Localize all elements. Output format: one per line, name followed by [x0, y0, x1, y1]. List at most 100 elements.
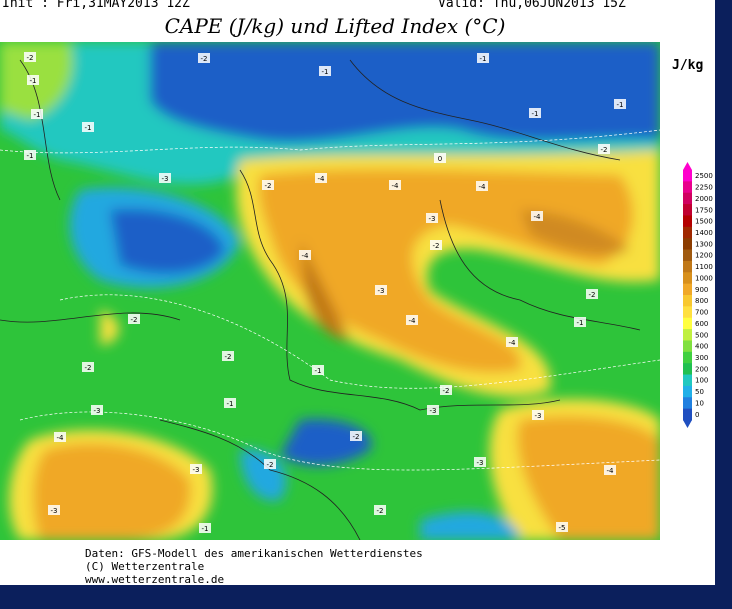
contour-label: -4 — [409, 317, 417, 325]
label-box — [159, 173, 171, 183]
label-box — [190, 464, 202, 474]
colorbar-segment — [683, 272, 692, 285]
contour-label: -1 — [85, 124, 92, 132]
contour-label: -1 — [532, 110, 539, 118]
colorbar-segment — [683, 192, 692, 205]
label-box — [54, 432, 66, 442]
map-title: CAPE (J/kg) und Lifted Index (°C) — [164, 14, 506, 38]
label-box — [532, 410, 544, 420]
legend-unit: J/kg — [672, 58, 704, 73]
colorbar-label: 600 — [695, 320, 708, 328]
label-box — [506, 337, 518, 347]
contour-label: -2 — [443, 387, 450, 395]
colorbar-segment — [683, 385, 692, 398]
contour-label: -1 — [322, 68, 329, 76]
colorbar-label: 50 — [695, 388, 704, 396]
colorbar: 2500225020001750150014001300120011001000… — [683, 162, 713, 428]
colorbar-label: 1500 — [695, 218, 713, 226]
label-box — [476, 181, 488, 191]
contour-label: -2 — [27, 54, 34, 62]
contour-label: -3 — [94, 407, 101, 415]
colorbar-segment — [683, 249, 692, 262]
label-box — [24, 150, 36, 160]
colorbar-label: 0 — [695, 411, 699, 419]
contour-label: -1 — [30, 77, 37, 85]
colorbar-label: 10 — [695, 399, 704, 407]
colorbar-label: 700 — [695, 309, 708, 317]
label-box — [224, 398, 236, 408]
label-box — [222, 351, 234, 361]
contour-label: -2 — [377, 507, 384, 515]
label-box — [427, 405, 439, 415]
colorbar-label: 1750 — [695, 206, 713, 214]
label-box — [406, 315, 418, 325]
label-box — [82, 362, 94, 372]
label-box — [614, 99, 626, 109]
footer-line: Daten: GFS-Modell des amerikanischen Wet… — [85, 547, 423, 560]
label-box — [474, 457, 486, 467]
contour-label: -1 — [34, 111, 41, 119]
contour-label: -1 — [227, 400, 234, 408]
contour-label: -3 — [51, 507, 58, 515]
contour-label: -4 — [509, 339, 517, 347]
contour-label: -1 — [577, 319, 584, 327]
colorbar-label: 1100 — [695, 263, 713, 271]
contour-label: -4 — [392, 182, 400, 190]
colorbar-label: 2250 — [695, 184, 713, 192]
colorbar-segment — [683, 170, 692, 182]
label-box — [128, 314, 140, 324]
colorbar-segment — [683, 340, 692, 353]
colorbar-segment — [683, 238, 692, 251]
colorbar-segment — [683, 226, 692, 239]
colorbar-segment — [683, 260, 692, 273]
label-box — [531, 211, 543, 221]
label-box — [604, 465, 616, 475]
colorbar-label: 500 — [695, 331, 708, 339]
contour-label: -4 — [318, 175, 326, 183]
colorbar-label: 200 — [695, 365, 708, 373]
contour-label: -1 — [480, 55, 487, 63]
map: -2 -1 -1 -1 -2 -1 -1 -1 -1 -3 -1 0 -2 -4 -4 -4 -2 -4 -3 -4 -… — [0, 42, 713, 540]
footer-line: www.wetterzentrale.de — [85, 573, 225, 585]
label-box — [199, 523, 211, 533]
colorbar-tip — [683, 162, 692, 170]
label-box — [262, 180, 274, 190]
page: Init : Fri,31MAY2013 12Z Valid: Thu,06JU… — [0, 0, 715, 585]
label-box — [389, 180, 401, 190]
contour-label: -3 — [378, 287, 385, 295]
colorbar-segment — [683, 329, 692, 341]
colorbar-segment — [683, 181, 692, 194]
contour-label: -2 — [267, 461, 274, 469]
colorbar-tip — [683, 420, 692, 428]
label-box — [430, 240, 442, 250]
borders — [0, 59, 641, 540]
contour-label: -2 — [589, 291, 596, 299]
footer-line: (C) Wetterzentrale — [85, 560, 205, 573]
label-box — [91, 405, 103, 415]
colorbar-label: 1200 — [695, 252, 713, 260]
label-box — [264, 459, 276, 469]
colorbar-label: 2500 — [695, 172, 713, 180]
contour-label: -2 — [353, 433, 360, 441]
colorbar-label: 400 — [695, 343, 708, 351]
label-box — [426, 213, 438, 223]
colorbar-segment — [683, 295, 692, 307]
label-box — [48, 505, 60, 515]
label-box — [586, 289, 598, 299]
label-box — [556, 522, 568, 532]
contour-label: -4 — [534, 213, 542, 221]
label-box — [299, 250, 311, 260]
colorbar-label: 1000 — [695, 274, 713, 282]
colorbar-segment — [683, 317, 692, 330]
label-box — [350, 431, 362, 441]
contour-label: -4 — [302, 252, 310, 260]
contour-label: -3 — [430, 407, 437, 415]
label-box — [374, 505, 386, 515]
valid-time: Valid: Thu,06JUN2013 15Z — [438, 0, 626, 11]
contour-label: -4 — [607, 467, 615, 475]
contour-label: -2 — [85, 364, 92, 372]
label-box — [477, 53, 489, 63]
contour-label: -2 — [433, 242, 440, 250]
contour-label: -3 — [535, 412, 542, 420]
contour-label: -2 — [131, 316, 138, 324]
